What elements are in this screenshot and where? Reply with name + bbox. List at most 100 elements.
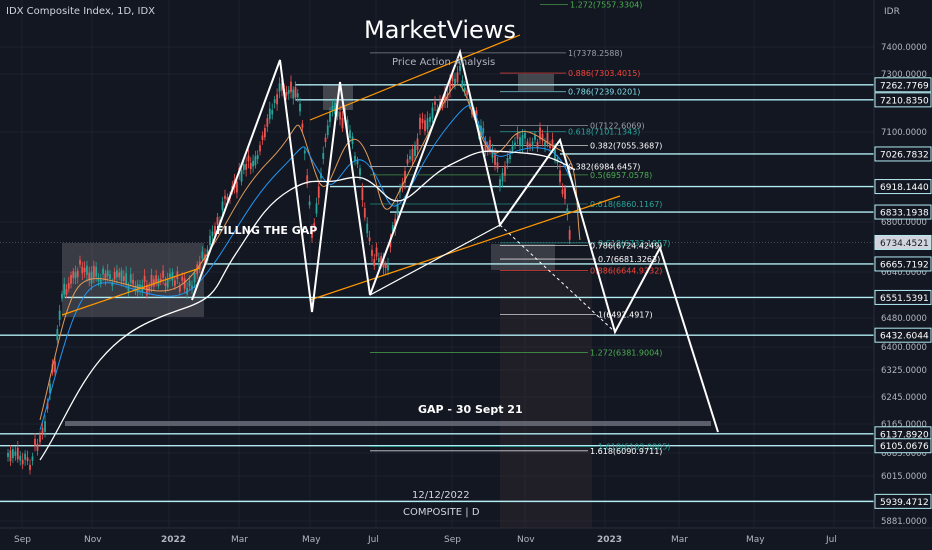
y-tick-label: 6015.0000	[881, 472, 927, 482]
upper-trendline	[309, 34, 521, 121]
y-tick-label: 5881.0000	[881, 517, 927, 527]
candle-body	[88, 272, 91, 281]
candle-body	[489, 140, 491, 152]
candle-body	[173, 280, 176, 286]
candle-body	[226, 197, 229, 201]
candle-body	[506, 158, 509, 164]
candle-body	[99, 279, 102, 284]
brand-subtitle: Price Action Analysis	[392, 57, 495, 68]
y-tick-label: 7300.0000	[881, 70, 927, 80]
candle-body	[514, 142, 516, 146]
price-level-box	[874, 493, 932, 509]
date-range-zone	[500, 272, 592, 528]
moving-averages	[39, 84, 581, 461]
x-tick-label: Nov	[84, 535, 102, 545]
candle-body	[454, 78, 456, 84]
candle-body	[76, 270, 79, 278]
candle-body	[449, 80, 451, 92]
y-tick-label: 6165.0000	[881, 420, 927, 430]
candle-body	[354, 155, 356, 162]
candle-body	[129, 274, 132, 283]
resistance-zone-2	[518, 74, 554, 91]
candle-body	[21, 459, 24, 465]
candle-body	[46, 402, 49, 409]
candle-body	[351, 136, 354, 144]
current-price-box	[874, 234, 932, 250]
price-level-box	[874, 438, 932, 454]
fib-label: 0.382(7055.3687)	[590, 141, 662, 150]
price-level-box	[874, 146, 932, 162]
wave-pattern	[191, 48, 719, 433]
candle-body	[421, 118, 424, 124]
candle-body	[391, 225, 394, 232]
candle-body	[271, 110, 274, 115]
candle-body	[566, 208, 569, 214]
price-axis[interactable]: IDR 7400.0000 7300.0000 7100.0000 6800.0000…	[873, 0, 932, 528]
candle-body	[382, 257, 385, 268]
fib-label: 0.618(6733.1957)	[598, 239, 670, 248]
price-level-labels: 7262.7769 7210.8350 7026.7832 6918.1440 6833…	[874, 77, 932, 509]
x-tick-label: 2023	[597, 535, 622, 545]
price-level-label: 6665.7192	[880, 260, 929, 270]
y-tick-label: 6245.0000	[881, 393, 927, 403]
y-tick-label: 7400.0000	[881, 43, 927, 53]
price-level-label: 7026.7832	[880, 150, 929, 160]
candle-body	[551, 139, 554, 145]
candle-body	[334, 102, 336, 115]
price-level-box	[874, 289, 932, 305]
candle-body	[181, 276, 184, 281]
time-axis[interactable]: Sep Nov 2022 Mar May Jul Sep Nov 2023 Mar May Jul	[0, 527, 932, 550]
candle-body	[285, 92, 288, 96]
candle-body	[171, 272, 174, 281]
candle-body	[111, 282, 114, 287]
candle-body	[19, 455, 22, 461]
candle-body	[322, 152, 325, 159]
candle-body	[65, 289, 68, 295]
candle-body	[294, 87, 297, 98]
fib-label: 0.886(6644.9332)	[590, 266, 662, 275]
candle-body	[204, 254, 206, 264]
candle-body	[303, 150, 306, 154]
candle-body	[516, 133, 519, 139]
candle-body	[252, 160, 254, 167]
candle-body	[132, 279, 134, 285]
candle-body	[143, 275, 146, 283]
candle-body	[242, 164, 245, 170]
candle-body	[461, 80, 464, 87]
candle-body	[41, 427, 44, 434]
candle-body	[313, 223, 316, 228]
candle-body	[191, 285, 193, 290]
fib-label: 0.7(6681.3263)	[598, 255, 660, 264]
candle-body	[9, 450, 12, 462]
candle-body	[261, 135, 264, 141]
candle-body	[509, 155, 511, 160]
candle-body	[504, 165, 506, 176]
candle-body	[263, 128, 266, 138]
candle-body	[102, 268, 104, 275]
candle-body	[511, 146, 514, 151]
candle-body	[162, 270, 164, 278]
candle-body	[92, 265, 95, 278]
x-tick-label: 2022	[161, 535, 186, 545]
y-tick-label: 6400.0000	[881, 343, 927, 353]
x-tick-label: Mar	[231, 535, 248, 545]
candle-body	[278, 83, 281, 92]
x-tick-label: Jul	[825, 535, 837, 545]
candle-body	[104, 273, 107, 280]
candle-body	[296, 93, 299, 98]
currency-label: IDR	[884, 7, 900, 17]
y-tick-label: 6480.0000	[881, 314, 927, 324]
candle-body	[301, 123, 304, 128]
candle-body	[29, 464, 31, 470]
candle-body	[380, 256, 383, 265]
trend-lines	[61, 34, 621, 316]
candle-body	[306, 175, 309, 185]
candle-body	[531, 141, 534, 146]
price-level-label: 6105.0676	[880, 442, 929, 452]
candle-body	[499, 179, 501, 187]
x-tick-label: May	[746, 535, 765, 545]
candle-body	[127, 285, 130, 293]
candle-body	[329, 111, 331, 123]
current-price-label: 6734.4521	[880, 239, 929, 249]
